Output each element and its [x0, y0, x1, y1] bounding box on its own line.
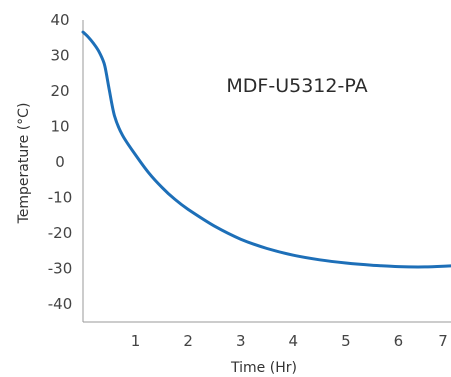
y-tick-label: 40: [50, 11, 69, 29]
y-axis-label: Temperature (°C): [16, 103, 32, 225]
series-line: [81, 30, 451, 269]
x-tick-label: 3: [236, 332, 246, 350]
y-tick-label: 30: [50, 47, 69, 65]
x-tick-label: 7: [438, 332, 448, 350]
y-tick-label: -40: [48, 295, 73, 313]
x-tick-label: 5: [341, 332, 351, 350]
x-tick-label: 1: [131, 332, 141, 350]
y-tick-label: 20: [50, 82, 69, 100]
x-axis-ticks: 1 2 3 4 5 6 7: [131, 332, 448, 350]
y-tick-label: -20: [48, 224, 73, 242]
y-tick-label: 10: [50, 118, 69, 136]
x-tick-label: 2: [183, 332, 193, 350]
y-axis-ticks: 40 30 20 10 0 -10 -20 -30 -40: [48, 11, 73, 313]
y-tick-label: -10: [48, 189, 73, 207]
y-tick-label: 0: [55, 153, 65, 171]
x-tick-label: 4: [289, 332, 299, 350]
x-tick-label: 6: [394, 332, 404, 350]
y-tick-label: -30: [48, 260, 73, 278]
chart-annotation: MDF-U5312-PA: [226, 75, 367, 97]
x-axis-label: Time (Hr): [230, 360, 297, 376]
